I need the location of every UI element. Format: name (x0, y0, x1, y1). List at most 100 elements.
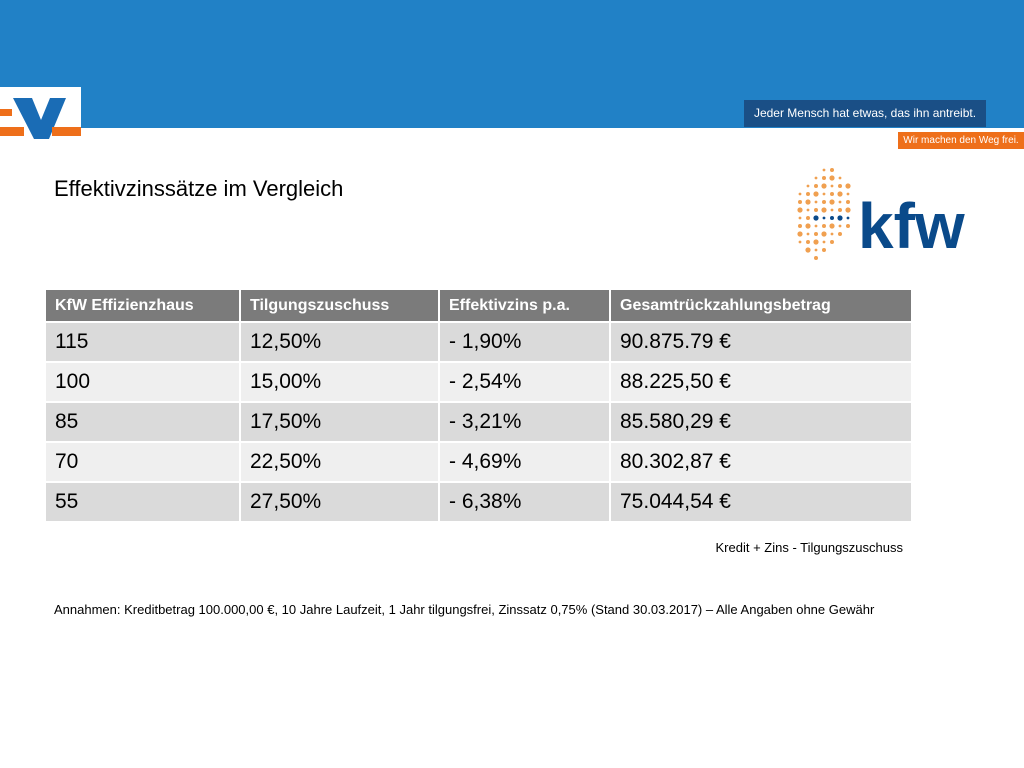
kfw-dot (822, 200, 826, 204)
cell-effektivzins: - 1,90% (440, 323, 609, 361)
cell-effektivzins: - 4,69% (440, 443, 609, 481)
kfw-dot (838, 200, 842, 204)
kfw-dot (813, 215, 819, 221)
kfw-logo-icon: kfw (788, 160, 998, 270)
cell-effizienzhaus: 55 (46, 483, 239, 521)
kfw-dot (821, 207, 827, 213)
kfw-dot (822, 168, 826, 172)
kfw-dot (798, 216, 802, 220)
cell-effizienzhaus: 115 (46, 323, 239, 361)
kfw-dot (797, 231, 803, 237)
kfw-dot (806, 208, 810, 212)
cell-tilgungszuschuss: 27,50% (241, 483, 438, 521)
cell-gesamtbetrag: 88.225,50 € (611, 363, 911, 401)
table-row: 85 17,50% - 3,21% 85.580,29 € (46, 403, 911, 441)
kfw-dot (821, 183, 827, 189)
kfw-dot (846, 192, 850, 196)
cell-effektivzins: - 6,38% (440, 483, 609, 521)
table-row: 55 27,50% - 6,38% 75.044,54 € (46, 483, 911, 521)
kfw-dot (830, 240, 834, 244)
kfw-dot (814, 176, 818, 180)
kfw-dot (829, 199, 835, 205)
kfw-dot (838, 224, 842, 228)
kfw-dot (830, 184, 834, 188)
volksbank-logo-icon (0, 87, 81, 143)
kfw-dot (797, 207, 803, 213)
slogan-banner: Jeder Mensch hat etwas, das ihn antreibt… (744, 100, 986, 127)
kfw-dot (822, 176, 826, 180)
kfw-dot (806, 232, 810, 236)
kfw-dot (813, 191, 819, 197)
kfw-dot (814, 200, 818, 204)
kfw-dot (813, 239, 819, 245)
kfw-dot (838, 232, 842, 236)
table-row: 115 12,50% - 1,90% 90.875.79 € (46, 323, 911, 361)
cell-tilgungszuschuss: 17,50% (241, 403, 438, 441)
kfw-dot (829, 223, 835, 229)
cell-effizienzhaus: 70 (46, 443, 239, 481)
kfw-wordmark: kfw (858, 190, 965, 262)
header-gesamtrueckzahlung: Gesamtrückzahlungsbetrag (611, 290, 911, 321)
kfw-dot (829, 175, 835, 181)
header-tilgungszuschuss: Tilgungszuschuss (241, 290, 438, 321)
header-effizienzhaus: KfW Effizienzhaus (46, 290, 239, 321)
kfw-dot (830, 208, 834, 212)
kfw-dot (806, 240, 810, 244)
kfw-dot (830, 216, 834, 220)
kfw-dot (806, 216, 810, 220)
cell-gesamtbetrag: 85.580,29 € (611, 403, 911, 441)
kfw-dot (822, 224, 826, 228)
kfw-dot (805, 223, 811, 229)
cell-gesamtbetrag: 75.044,54 € (611, 483, 911, 521)
slogan-tagline: Wir machen den Weg frei. (898, 132, 1024, 149)
kfw-dot (805, 247, 811, 253)
kfw-dot (798, 240, 802, 244)
kfw-dot (822, 216, 826, 220)
header-effektivzins: Effektivzins p.a. (440, 290, 609, 321)
kfw-dot (822, 192, 826, 196)
kfw-dot (806, 184, 810, 188)
kfw-dot (837, 191, 843, 197)
kfw-dot (805, 199, 811, 205)
kfw-dot (798, 224, 802, 228)
page-title: Effektivzinssätze im Vergleich (54, 176, 344, 201)
cell-tilgungszuschuss: 12,50% (241, 323, 438, 361)
table-row: 100 15,00% - 2,54% 88.225,50 € (46, 363, 911, 401)
kfw-dot (830, 192, 834, 196)
kfw-dot (821, 231, 827, 237)
kfw-dot (837, 215, 843, 221)
kfw-dot (814, 208, 818, 212)
kfw-dot (838, 176, 842, 180)
kfw-dot (838, 184, 842, 188)
kfw-dot (846, 200, 850, 204)
kfw-dot (798, 200, 802, 204)
kfw-dot (846, 216, 850, 220)
kfw-dot (814, 224, 818, 228)
kfw-dot (845, 207, 851, 213)
cell-tilgungszuschuss: 22,50% (241, 443, 438, 481)
kfw-dot (814, 248, 818, 252)
assumptions-text: Annahmen: Kreditbetrag 100.000,00 €, 10 … (54, 602, 875, 617)
kfw-dot (830, 168, 834, 172)
kfw-dot (822, 240, 826, 244)
kfw-dot (845, 183, 851, 189)
cell-gesamtbetrag: 90.875.79 € (611, 323, 911, 361)
kfw-dot-pattern (797, 168, 851, 260)
comparison-table: KfW Effizienzhaus Tilgungszuschuss Effek… (44, 288, 913, 523)
kfw-dot (806, 192, 810, 196)
kfw-dot (822, 248, 826, 252)
cell-effektivzins: - 3,21% (440, 403, 609, 441)
cell-effizienzhaus: 100 (46, 363, 239, 401)
table-row: 70 22,50% - 4,69% 80.302,87 € (46, 443, 911, 481)
table-header-row: KfW Effizienzhaus Tilgungszuschuss Effek… (46, 290, 911, 321)
table-footnote: Kredit + Zins - Tilgungszuschuss (715, 540, 904, 555)
kfw-dot (838, 208, 842, 212)
kfw-dot (814, 256, 818, 260)
kfw-dot (814, 232, 818, 236)
cell-gesamtbetrag: 80.302,87 € (611, 443, 911, 481)
kfw-dot (814, 184, 818, 188)
cell-effizienzhaus: 85 (46, 403, 239, 441)
cell-tilgungszuschuss: 15,00% (241, 363, 438, 401)
kfw-dot (798, 192, 802, 196)
kfw-dot (846, 224, 850, 228)
